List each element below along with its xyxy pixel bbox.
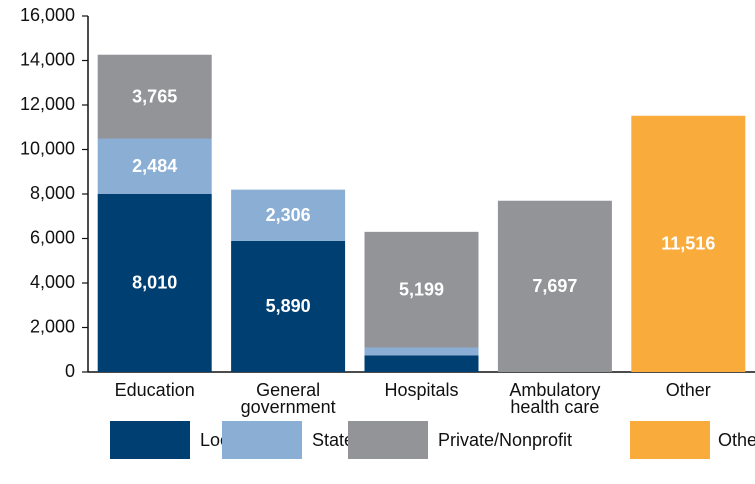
legend-swatch (110, 421, 190, 459)
data-label: 5,199 (399, 279, 444, 299)
y-tick-label: 4,000 (30, 272, 75, 292)
y-tick-label: 16,000 (20, 5, 75, 25)
data-label: 7,697 (532, 276, 577, 296)
legend-label: State (312, 430, 354, 450)
y-tick-label: 12,000 (20, 94, 75, 114)
data-label: 8,010 (132, 273, 177, 293)
bar-segment (231, 189, 346, 241)
bar-segment (97, 138, 212, 194)
y-tick-label: 2,000 (30, 316, 75, 336)
y-tick-label: 8,000 (30, 183, 75, 203)
y-tick-label: 10,000 (20, 138, 75, 158)
bar-segment (97, 193, 212, 372)
data-label: 3,765 (132, 86, 177, 106)
bar-segment (364, 355, 479, 372)
y-tick-label: 14,000 (20, 49, 75, 69)
x-tick-label: Other (665, 380, 711, 400)
data-label: 2,484 (132, 156, 177, 176)
legend-label: Private/Nonprofit (438, 430, 572, 450)
legend-swatch (348, 421, 428, 459)
bar-segment (497, 200, 612, 372)
legend-label: Other (718, 430, 755, 450)
bar-segment (364, 347, 479, 356)
bar-segment (364, 231, 479, 348)
data-label: 11,516 (661, 234, 715, 254)
legend-swatch (630, 421, 710, 459)
bar-segment (231, 240, 346, 372)
y-tick-label: 0 (65, 361, 75, 381)
x-tick-label: Education (114, 380, 195, 400)
data-label: 5,890 (266, 296, 311, 316)
x-tick-label: General government (240, 380, 336, 417)
x-tick-label: Ambulatory health care (509, 380, 601, 417)
bar-segment (97, 54, 212, 139)
legend-swatch (222, 421, 302, 459)
data-label: 2,306 (266, 205, 311, 225)
bar-segment (631, 115, 746, 373)
x-tick-label: Hospitals (384, 380, 459, 400)
y-tick-label: 6,000 (30, 227, 75, 247)
